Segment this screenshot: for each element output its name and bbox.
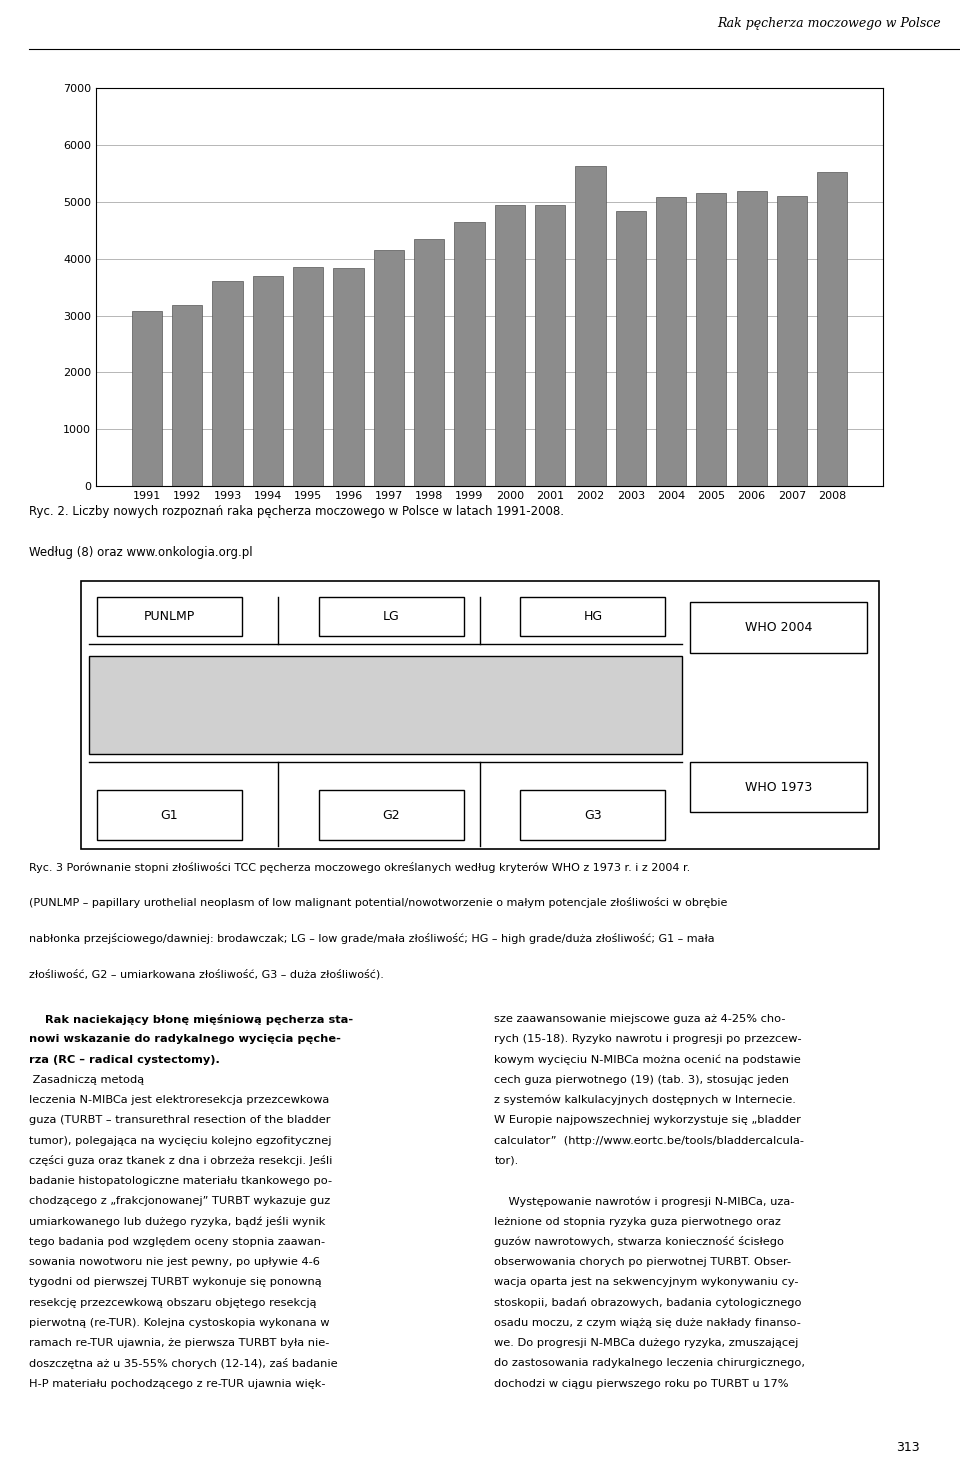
FancyBboxPatch shape: [689, 762, 867, 813]
FancyBboxPatch shape: [520, 597, 665, 636]
Bar: [172, 305, 203, 486]
Text: tor).: tor).: [494, 1156, 518, 1167]
Bar: [736, 190, 767, 486]
Bar: [615, 211, 646, 486]
Text: Rak naciekający błonę mięśniową pęcherza sta-: Rak naciekający błonę mięśniową pęcherza…: [29, 1013, 353, 1025]
Bar: [696, 193, 727, 486]
Text: osadu moczu, z czym wiążą się duże nakłady finanso-: osadu moczu, z czym wiążą się duże nakła…: [494, 1318, 802, 1329]
Bar: [212, 281, 243, 486]
Text: calculator”  (http://www.eortc.be/tools/bladdercalcula-: calculator” (http://www.eortc.be/tools/b…: [494, 1136, 804, 1146]
Text: (PUNLMP – papillary urothelial neoplasm of low malignant potential/nowotworzenie: (PUNLMP – papillary urothelial neoplasm …: [29, 897, 727, 909]
FancyBboxPatch shape: [97, 790, 242, 840]
Text: Według (8) oraz www.onkologia.org.pl: Według (8) oraz www.onkologia.org.pl: [29, 546, 252, 560]
Text: Ryc. 3 Porównanie stopni złośliwości TCC pęcherza moczowego określanych według k: Ryc. 3 Porównanie stopni złośliwości TCC…: [29, 862, 690, 872]
Text: nabłonka przejściowego/dawniej: brodawczak; LG – low grade/mała złośliwość; HG –: nabłonka przejściowego/dawniej: brodawcz…: [29, 934, 714, 944]
Text: sze zaawansowanie miejscowe guza aż 4-25% cho-: sze zaawansowanie miejscowe guza aż 4-25…: [494, 1013, 786, 1024]
Text: doszczętna aż u 35-55% chorych (12-14), zaś badanie: doszczętna aż u 35-55% chorych (12-14), …: [29, 1358, 337, 1368]
FancyBboxPatch shape: [97, 597, 242, 636]
Text: rych (15-18). Ryzyko nawrotu i progresji po przezcew-: rych (15-18). Ryzyko nawrotu i progresji…: [494, 1034, 802, 1044]
Bar: [817, 172, 848, 486]
FancyBboxPatch shape: [689, 602, 867, 653]
Text: rza (RC – radical cystectomy).: rza (RC – radical cystectomy).: [29, 1055, 220, 1065]
Bar: [656, 197, 686, 486]
Bar: [494, 205, 525, 486]
Text: sowania nowotworu nie jest pewny, po upływie 4-6: sowania nowotworu nie jest pewny, po upł…: [29, 1256, 320, 1267]
Text: złośliwość, G2 – umiarkowana złośliwość, G3 – duża złośliwość).: złośliwość, G2 – umiarkowana złośliwość,…: [29, 969, 384, 980]
Text: do zastosowania radykalnego leczenia chirurgicznego,: do zastosowania radykalnego leczenia chi…: [494, 1358, 805, 1368]
Bar: [373, 250, 404, 486]
Text: G1: G1: [160, 809, 179, 822]
FancyBboxPatch shape: [89, 655, 682, 754]
Bar: [777, 196, 807, 486]
Text: tygodni od pierwszej TURBT wykonuje się ponowną: tygodni od pierwszej TURBT wykonuje się …: [29, 1277, 322, 1287]
Text: cech guza pierwotnego (19) (tab. 3), stosując jeden: cech guza pierwotnego (19) (tab. 3), sto…: [494, 1075, 789, 1086]
Text: resekcję przezcewkową obszaru objętego resekcją: resekcję przezcewkową obszaru objętego r…: [29, 1298, 316, 1308]
Bar: [535, 205, 565, 486]
FancyBboxPatch shape: [81, 582, 879, 848]
Text: wacja oparta jest na sekwencyjnym wykonywaniu cy-: wacja oparta jest na sekwencyjnym wykony…: [494, 1277, 799, 1287]
FancyBboxPatch shape: [520, 790, 665, 840]
Text: G3: G3: [584, 809, 602, 822]
Text: badanie histopatologiczne materiału tkankowego po-: badanie histopatologiczne materiału tkan…: [29, 1175, 332, 1186]
Bar: [414, 239, 444, 486]
Text: we. Do progresji N-MBCa dużego ryzyka, zmuszającej: we. Do progresji N-MBCa dużego ryzyka, z…: [494, 1337, 799, 1348]
Text: części guza oraz tkanek z dna i obrzeża resekcji. Jeśli: części guza oraz tkanek z dna i obrzeża …: [29, 1155, 332, 1167]
Text: nowi wskazanie do radykalnego wycięcia pęche-: nowi wskazanie do radykalnego wycięcia p…: [29, 1034, 341, 1044]
Text: guza (TURBT – transurethral resection of the bladder: guza (TURBT – transurethral resection of…: [29, 1115, 330, 1125]
Bar: [575, 166, 606, 486]
Text: H-P materiału pochodzącego z re-TUR ujawnia więk-: H-P materiału pochodzącego z re-TUR ujaw…: [29, 1379, 325, 1389]
Bar: [252, 275, 283, 486]
Text: Rak pęcherza moczowego w Polsce: Rak pęcherza moczowego w Polsce: [717, 16, 941, 29]
Text: tego badania pod względem oceny stopnia zaawan-: tego badania pod względem oceny stopnia …: [29, 1237, 324, 1248]
Text: WHO 2004: WHO 2004: [745, 622, 812, 635]
Text: LG: LG: [383, 610, 399, 623]
Text: HG: HG: [584, 610, 603, 623]
FancyBboxPatch shape: [319, 597, 464, 636]
Text: stoskopii, badań obrazowych, badania cytologicznego: stoskopii, badań obrazowych, badania cyt…: [494, 1298, 802, 1308]
Text: Zasadniczą metodą: Zasadniczą metodą: [29, 1075, 144, 1086]
Text: G2: G2: [382, 809, 400, 822]
Text: PUNLMP: PUNLMP: [144, 610, 195, 623]
Bar: [132, 311, 162, 486]
Text: leżnione od stopnia ryzyka guza pierwotnego oraz: leżnione od stopnia ryzyka guza pierwotn…: [494, 1217, 781, 1227]
Text: obserwowania chorych po pierwotnej TURBT. Obser-: obserwowania chorych po pierwotnej TURBT…: [494, 1256, 792, 1267]
FancyBboxPatch shape: [319, 790, 464, 840]
Bar: [454, 222, 485, 486]
Text: chodzącego z „frakcjonowanej” TURBT wykazuje guz: chodzącego z „frakcjonowanej” TURBT wyka…: [29, 1196, 330, 1206]
Text: kowym wycięciu N-MIBCa można ocenić na podstawie: kowym wycięciu N-MIBCa można ocenić na p…: [494, 1055, 802, 1065]
Text: umiarkowanego lub dużego ryzyka, bądź jeśli wynik: umiarkowanego lub dużego ryzyka, bądź je…: [29, 1217, 325, 1227]
Text: 313: 313: [896, 1441, 920, 1454]
Bar: [333, 268, 364, 486]
Text: tumor), polegająca na wycięciu kolejno egzofitycznej: tumor), polegająca na wycięciu kolejno e…: [29, 1136, 331, 1146]
Text: WHO 1973: WHO 1973: [745, 781, 812, 794]
Text: dochodzi w ciągu pierwszego roku po TURBT u 17%: dochodzi w ciągu pierwszego roku po TURB…: [494, 1379, 789, 1389]
Text: Występowanie nawrotów i progresji N-MIBCa, uza-: Występowanie nawrotów i progresji N-MIBC…: [494, 1196, 795, 1206]
Text: guzów nawrotowych, stwarza konieczność ścisłego: guzów nawrotowych, stwarza konieczność ś…: [494, 1236, 784, 1248]
Text: ramach re-TUR ujawnia, że pierwsza TURBT była nie-: ramach re-TUR ujawnia, że pierwsza TURBT…: [29, 1337, 329, 1348]
Text: z systemów kalkulacyjnych dostępnych w Internecie.: z systemów kalkulacyjnych dostępnych w I…: [494, 1094, 796, 1105]
Text: Ryc. 2. Liczby nowych rozpoznań raka pęcherza moczowego w Polsce w latach 1991-2: Ryc. 2. Liczby nowych rozpoznań raka pęc…: [29, 505, 564, 518]
Bar: [293, 267, 324, 486]
Text: leczenia N-MIBCa jest elektroresekcja przezcewkowa: leczenia N-MIBCa jest elektroresekcja pr…: [29, 1094, 329, 1105]
Text: pierwotną (re-TUR). Kolejna cystoskopia wykonana w: pierwotną (re-TUR). Kolejna cystoskopia …: [29, 1318, 329, 1329]
Text: W Europie najpowszechniej wykorzystuje się „bladder: W Europie najpowszechniej wykorzystuje s…: [494, 1115, 802, 1125]
